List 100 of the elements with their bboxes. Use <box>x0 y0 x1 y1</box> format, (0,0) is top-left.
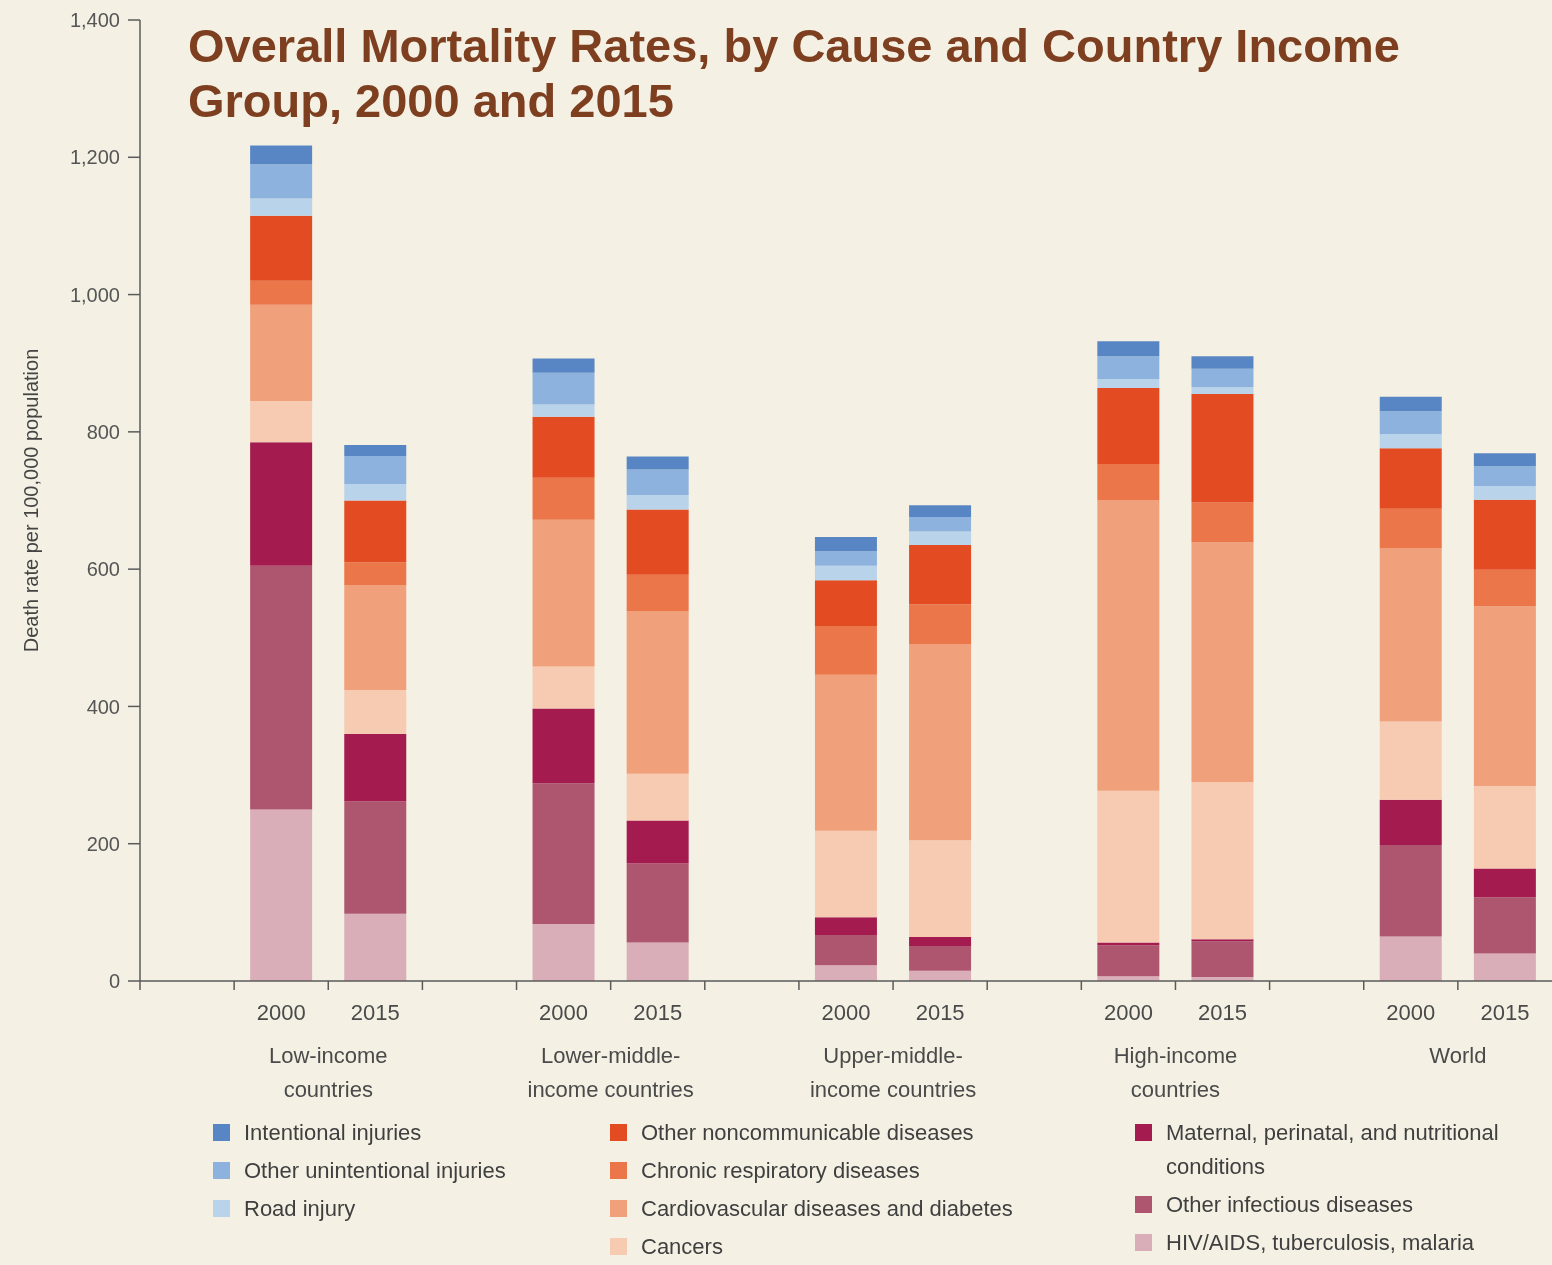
bar <box>1473 569 1536 607</box>
bar <box>909 516 972 532</box>
bar <box>1473 499 1536 570</box>
bar <box>1473 486 1536 500</box>
bar <box>909 505 972 517</box>
bar <box>626 611 689 774</box>
y-tick-label: 1,400 <box>69 9 120 32</box>
bar <box>344 500 407 563</box>
bar <box>532 924 595 981</box>
bar <box>1191 542 1254 782</box>
bar <box>814 580 877 627</box>
bar <box>1379 548 1442 722</box>
bar <box>814 565 877 581</box>
bar <box>1379 433 1442 449</box>
bar <box>626 820 689 864</box>
x-tick-label: 2000 <box>539 1000 589 1025</box>
bar <box>344 484 407 501</box>
bar <box>532 783 595 925</box>
y-tick-label: 800 <box>86 420 120 443</box>
bar <box>250 280 313 305</box>
y-tick-label: 600 <box>86 558 120 581</box>
bar <box>1191 356 1254 369</box>
y-tick-label: 0 <box>108 970 120 993</box>
bar <box>1473 466 1536 487</box>
bar <box>1191 368 1254 388</box>
bar <box>814 935 877 966</box>
x-tick-label: 2000 <box>821 1000 871 1025</box>
legend-label: Other unintentional injuries <box>244 1157 507 1185</box>
bar <box>909 604 972 644</box>
bar <box>909 643 972 841</box>
bar <box>626 863 689 943</box>
y-tick-label: 200 <box>86 832 120 855</box>
bar <box>814 917 877 936</box>
x-tick-label: 2000 <box>256 1000 306 1025</box>
bar <box>344 913 407 981</box>
x-tick-label: 2015 <box>1480 1000 1530 1025</box>
y-tick-label: 1,200 <box>69 146 120 169</box>
bar <box>1473 897 1536 954</box>
bar <box>1379 396 1442 412</box>
x-tick-label: 2015 <box>915 1000 965 1025</box>
bar <box>1191 394 1254 503</box>
bar <box>814 536 877 552</box>
bar <box>344 562 407 585</box>
y-tick-label: 1,000 <box>69 283 120 306</box>
bar <box>909 840 972 938</box>
bar <box>626 942 689 981</box>
bar <box>344 689 407 734</box>
bar <box>814 626 877 675</box>
text: Lower-middle-income countries <box>526 1042 695 1104</box>
bar <box>814 551 877 566</box>
bar <box>344 444 407 456</box>
text: Upper-middle-income countries <box>808 1042 978 1104</box>
text: Low-income countries <box>267 1042 389 1104</box>
bar <box>1379 448 1442 509</box>
text: High-income countries <box>1112 1042 1239 1104</box>
bar <box>532 358 595 373</box>
bar <box>250 164 313 199</box>
legend-label: Intentional injuries <box>244 1119 423 1147</box>
bar <box>626 469 689 496</box>
bar <box>1191 387 1254 395</box>
bar <box>1473 868 1536 898</box>
bar <box>250 198 313 216</box>
legend-label: Cancers <box>641 1233 724 1261</box>
bar <box>814 965 877 981</box>
text: Overall Mortality Rates, by Cause and Country Income Group, 2000 and 2015 <box>188 18 1401 128</box>
bar <box>1097 945 1160 977</box>
legend-label: HIV/AIDS, tuberculosis, malaria <box>1166 1229 1476 1257</box>
y-tick-label: 400 <box>86 695 120 718</box>
bar <box>532 666 595 709</box>
bar <box>532 477 595 520</box>
bar <box>1097 341 1160 357</box>
bar <box>532 519 595 667</box>
bar <box>1379 508 1442 549</box>
bar <box>626 509 689 575</box>
bar <box>1379 799 1442 846</box>
bar <box>1379 721 1442 800</box>
legend-label: Chronic respiratory diseases <box>641 1157 921 1185</box>
bar <box>250 809 313 981</box>
bar <box>1379 411 1442 434</box>
bar <box>344 801 407 914</box>
bar <box>1473 606 1536 787</box>
bar <box>909 937 972 946</box>
legend-label: Other noncommunicable diseases <box>641 1119 975 1147</box>
bar <box>1097 464 1160 501</box>
bar <box>532 416 595 478</box>
bar <box>344 584 407 690</box>
bar <box>1379 845 1442 937</box>
bar <box>344 455 407 485</box>
bar <box>250 565 313 810</box>
bar <box>1473 953 1536 981</box>
bar <box>250 442 313 566</box>
bar <box>1097 387 1160 465</box>
bar <box>1473 453 1536 467</box>
bar <box>532 372 595 405</box>
bar <box>1097 500 1160 791</box>
bar <box>1379 936 1442 981</box>
bar <box>250 215 313 281</box>
x-tick-label: 2015 <box>633 1000 683 1025</box>
legend-label: Other infectious diseases <box>1166 1191 1415 1219</box>
legend-label: Maternal, perinatal, and nutritional conditions <box>1166 1119 1500 1181</box>
